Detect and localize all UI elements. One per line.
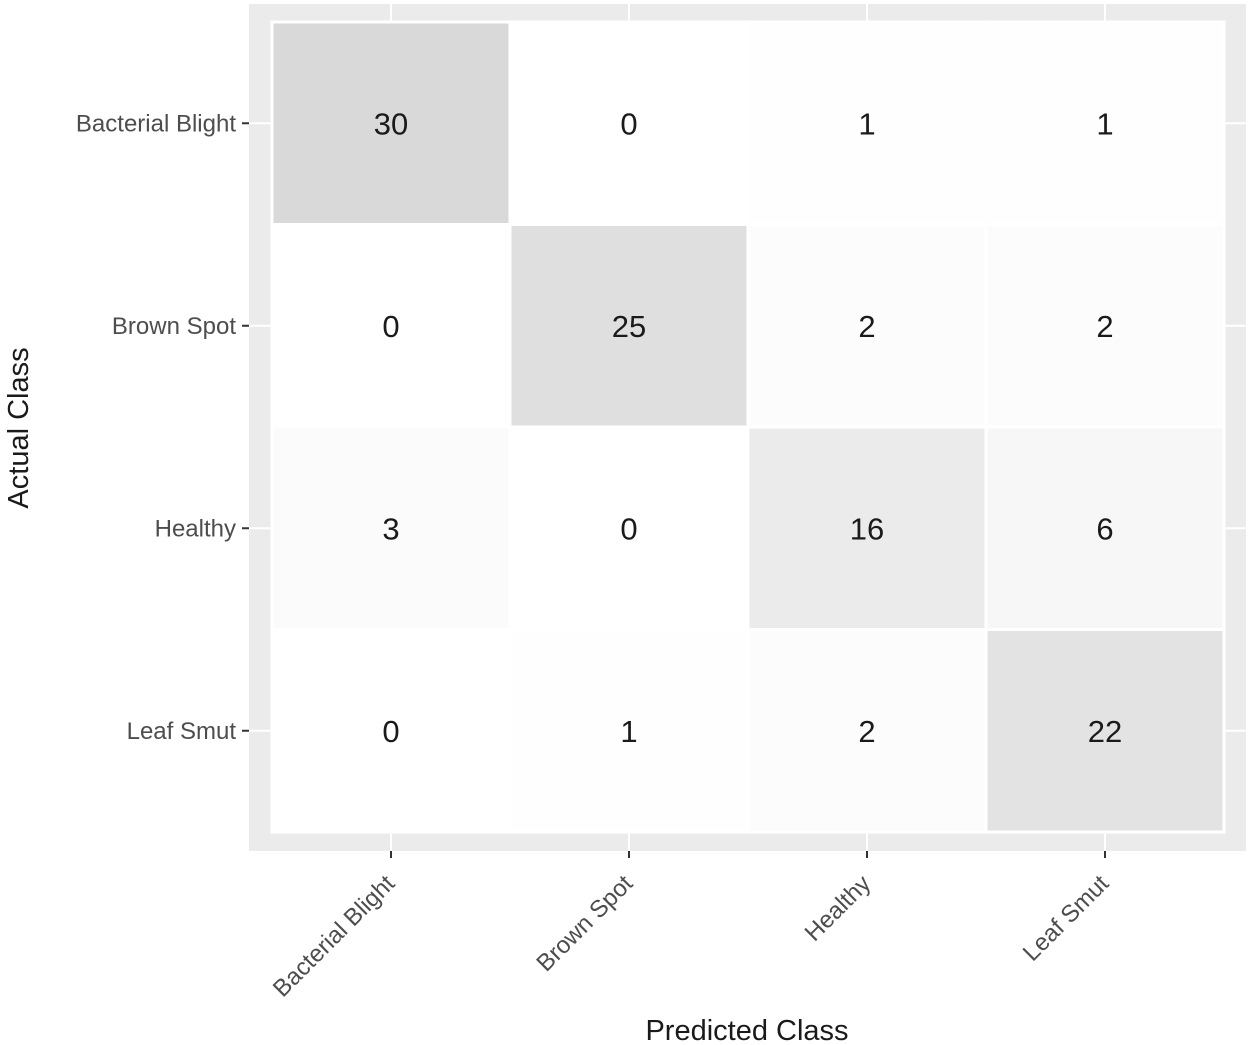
y-axis-title: Actual Class — [3, 347, 35, 508]
heatmap-cell-leaf-smut-healthy — [746, 628, 988, 834]
x-tick-label-brown-spot: Brown Spot — [531, 870, 638, 977]
cell-value-label: 2 — [1096, 309, 1113, 344]
heatmap-cell-brown-spot-bacterial-blight — [270, 223, 512, 429]
cell-value-label: 1 — [620, 714, 637, 749]
heatmap-cell-leaf-smut-leaf-smut — [984, 628, 1226, 834]
heatmap-cell-healthy-bacterial-blight — [270, 425, 512, 631]
cell-value-label: 0 — [382, 309, 399, 344]
heatmap-cell-brown-spot-brown-spot — [508, 223, 750, 429]
x-axis-title: Predicted Class — [645, 1015, 848, 1045]
cell-value-label: 25 — [612, 309, 646, 344]
x-tick-label-leaf-smut: Leaf Smut — [1018, 870, 1115, 967]
heatmap-cells — [270, 20, 1226, 834]
heatmap-cell-healthy-leaf-smut — [984, 425, 1226, 631]
y-axis: Bacterial Blight Brown Spot Healthy Leaf Sm… — [76, 110, 249, 745]
cell-value-label: 2 — [858, 309, 875, 344]
cell-value-label: 30 — [374, 106, 408, 141]
heatmap-cell-brown-spot-leaf-smut — [984, 223, 1226, 429]
heatmap-cell-bacterial-blight-bacterial-blight — [270, 20, 512, 226]
x-axis: Bacterial Blight Brown Spot Healthy Leaf Sm… — [268, 851, 1115, 1003]
heatmap-cell-brown-spot-healthy — [746, 223, 988, 429]
cell-value-label: 6 — [1096, 511, 1113, 546]
y-tick-label-bacterial-blight: Bacterial Blight — [76, 110, 236, 137]
cell-value-label: 3 — [382, 511, 399, 546]
heatmap-cell-leaf-smut-brown-spot — [508, 628, 750, 834]
cell-value-labels: 30 0 1 10 25 2 23 0 16 60 1 2 22 — [374, 106, 1122, 749]
heatmap-cell-leaf-smut-bacterial-blight — [270, 628, 512, 834]
cell-value-label: 0 — [382, 714, 399, 749]
cell-value-label: 1 — [1096, 106, 1113, 141]
cell-value-label: 22 — [1088, 714, 1122, 749]
cell-value-label: 0 — [620, 511, 637, 546]
cell-value-label: 0 — [620, 106, 637, 141]
x-tick-label-healthy: Healthy — [800, 870, 877, 947]
cell-value-label: 2 — [858, 714, 875, 749]
heatmap-cell-bacterial-blight-leaf-smut — [984, 20, 1226, 226]
x-tick-label-bacterial-blight: Bacterial Blight — [268, 870, 401, 1003]
heatmap-cell-bacterial-blight-healthy — [746, 20, 988, 226]
y-tick-label-leaf-smut: Leaf Smut — [127, 718, 237, 745]
y-tick-label-healthy: Healthy — [155, 515, 236, 542]
heatmap-cell-bacterial-blight-brown-spot — [508, 20, 750, 226]
y-tick-label-brown-spot: Brown Spot — [112, 313, 236, 340]
cell-value-label: 1 — [858, 106, 875, 141]
cell-value-label: 16 — [850, 511, 884, 546]
heatmap-cell-healthy-brown-spot — [508, 425, 750, 631]
heatmap-cell-healthy-healthy — [746, 425, 988, 631]
